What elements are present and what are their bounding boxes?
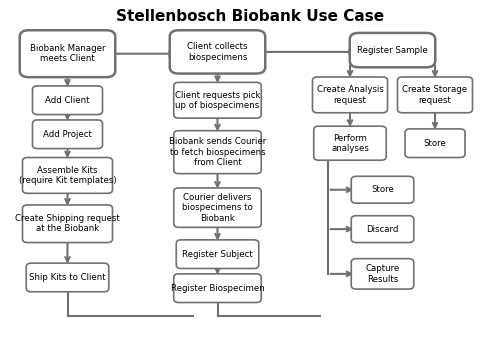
Text: Add Project: Add Project <box>43 130 92 139</box>
Text: Create Shipping request
at the Biobank: Create Shipping request at the Biobank <box>15 214 120 233</box>
Text: Client requests pick
up of biospecimens: Client requests pick up of biospecimens <box>175 91 260 110</box>
FancyBboxPatch shape <box>405 129 465 158</box>
Text: Stellenbosch Biobank Use Case: Stellenbosch Biobank Use Case <box>116 9 384 24</box>
Text: Register Subject: Register Subject <box>182 250 253 259</box>
Text: Courier delivers
biospecimens to
Biobank: Courier delivers biospecimens to Biobank <box>182 193 253 223</box>
FancyBboxPatch shape <box>350 33 435 67</box>
FancyBboxPatch shape <box>32 86 102 115</box>
Text: Perform
analyses: Perform analyses <box>331 134 369 153</box>
Text: Create Storage
request: Create Storage request <box>402 85 468 105</box>
Text: Register Sample: Register Sample <box>357 45 428 55</box>
Text: Assemble Kits
(require Kit templates): Assemble Kits (require Kit templates) <box>18 166 116 185</box>
FancyBboxPatch shape <box>174 82 261 118</box>
Text: Discard: Discard <box>366 224 398 234</box>
Text: Capture
Results: Capture Results <box>366 264 400 284</box>
Text: Register Biospecimen: Register Biospecimen <box>170 284 264 293</box>
FancyBboxPatch shape <box>312 77 388 113</box>
Text: Store: Store <box>371 185 394 194</box>
FancyBboxPatch shape <box>174 188 261 227</box>
FancyBboxPatch shape <box>26 263 109 292</box>
FancyBboxPatch shape <box>170 30 265 74</box>
FancyBboxPatch shape <box>20 30 115 77</box>
FancyBboxPatch shape <box>32 120 102 149</box>
Text: Create Analysis
request: Create Analysis request <box>316 85 384 105</box>
FancyBboxPatch shape <box>174 274 261 303</box>
FancyBboxPatch shape <box>22 158 112 193</box>
Text: Biobank Manager
meets Client: Biobank Manager meets Client <box>30 44 105 63</box>
FancyBboxPatch shape <box>351 258 414 289</box>
FancyBboxPatch shape <box>398 77 472 113</box>
Text: Biobank sends Courier
to fetch biospecimens
from Client: Biobank sends Courier to fetch biospecim… <box>169 137 266 167</box>
Text: Store: Store <box>424 139 446 148</box>
Text: Client collects
biospecimens: Client collects biospecimens <box>187 42 248 62</box>
FancyBboxPatch shape <box>174 131 261 174</box>
FancyBboxPatch shape <box>351 216 414 243</box>
FancyBboxPatch shape <box>22 205 112 243</box>
Text: Add Client: Add Client <box>45 96 90 105</box>
FancyBboxPatch shape <box>351 176 414 203</box>
FancyBboxPatch shape <box>314 126 386 160</box>
Text: Ship Kits to Client: Ship Kits to Client <box>29 273 106 282</box>
FancyBboxPatch shape <box>176 240 259 268</box>
